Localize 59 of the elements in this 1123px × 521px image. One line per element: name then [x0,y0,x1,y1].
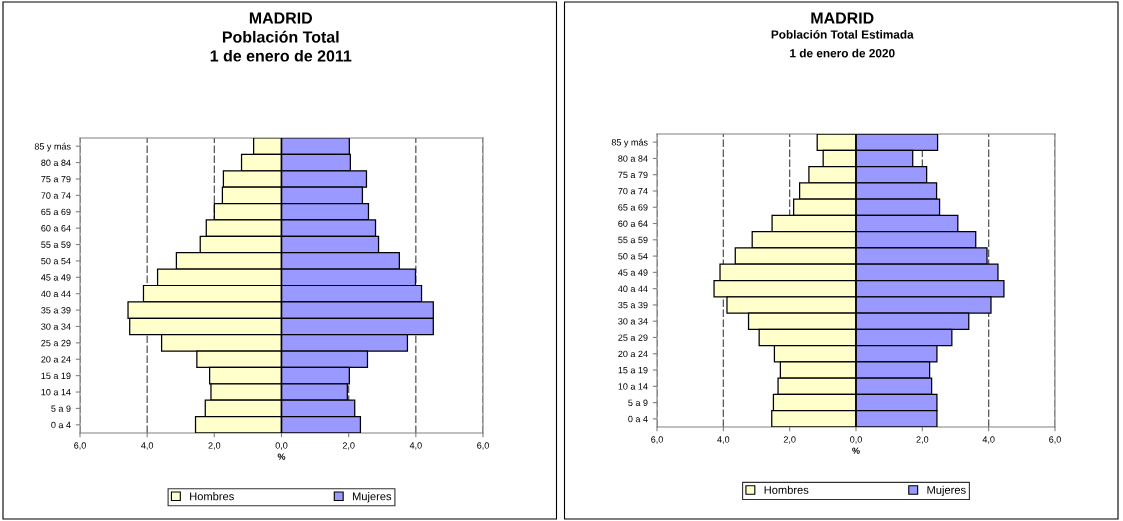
y-tick-label: 75 a 79 [41,175,71,183]
y-tick-label: 85 y más [34,142,71,152]
y-tick-label: 15 a 19 [618,367,648,374]
y-tick-label: 75 a 79 [618,171,648,179]
x-tick-label: 2,0 [342,442,355,450]
legend-label: Hombres [764,485,809,494]
y-tick-label: 55 a 59 [41,241,71,248]
y-tick-label: 50 a 54 [41,257,71,265]
x-tick-label: 6,0 [477,442,489,450]
x-axis-title: % [852,447,860,454]
y-tick-label: 35 a 39 [41,307,71,314]
x-tick-label: 0,0 [275,442,288,450]
y-tick-label: 40 a 44 [618,285,648,292]
y-tick-label: 35 a 39 [618,301,648,309]
y-tick-label: 80 a 84 [618,155,648,162]
x-axis-title: % [277,453,286,460]
y-tick-label: 0 a 4 [628,415,648,423]
y-tick-label: 5 a 9 [628,399,648,406]
y-tick-label: 25 a 29 [618,334,648,341]
chart-title: MADRID [811,12,874,24]
y-tick-label: 5 a 9 [51,405,71,412]
legend-label: Mujeres [927,485,966,497]
x-tick-label: 6,0 [74,442,86,450]
x-tick-label: 4,0 [717,436,730,444]
legend-label: Mujeres [352,492,392,503]
y-tick-label: 10 a 14 [41,389,71,396]
y-tick-label: 0 a 4 [51,421,71,429]
y-tick-label: 45 a 49 [41,274,71,281]
y-tick-label: 60 a 64 [618,220,648,227]
y-tick-label: 85 y más [611,138,648,148]
y-tick-label: 80 a 84 [41,159,71,166]
x-tick-label: 4,0 [409,442,422,450]
x-tick-label: 2,0 [208,442,221,450]
x-tick-label: 4,0 [141,442,154,450]
chart-title: MADRID Población Total 1 de enero de 2011 [210,12,352,62]
y-tick-label: 55 a 59 [618,236,648,244]
legend-label: Hombres [190,492,234,501]
chart-subtitle: Población Total Estimada 1 de enero de 2020 [771,29,914,58]
y-tick-label: 70 a 74 [618,187,648,195]
x-tick-label: 0,0 [850,436,862,444]
y-tick-label: 25 a 29 [41,339,71,347]
y-tick-label: 30 a 34 [41,323,71,330]
y-tick-label: 10 a 14 [618,383,648,390]
y-tick-label: 30 a 34 [618,318,648,325]
x-tick-label: 2,0 [916,436,929,444]
x-tick-label: 6,0 [1049,436,1061,444]
y-tick-label: 45 a 49 [618,269,648,276]
y-tick-label: 65 a 69 [618,204,648,211]
x-tick-label: 6,0 [651,436,663,444]
x-tick-label: 2,0 [783,436,796,444]
y-tick-label: 60 a 64 [41,225,71,232]
y-tick-label: 70 a 74 [41,192,71,199]
y-tick-label: 20 a 24 [41,356,71,363]
y-tick-label: 15 a 19 [41,372,71,379]
y-tick-label: 20 a 24 [618,350,648,358]
y-tick-label: 50 a 54 [618,253,648,260]
y-tick-label: 40 a 44 [41,290,71,298]
y-tick-label: 65 a 69 [41,208,71,216]
x-tick-label: 4,0 [982,436,995,444]
